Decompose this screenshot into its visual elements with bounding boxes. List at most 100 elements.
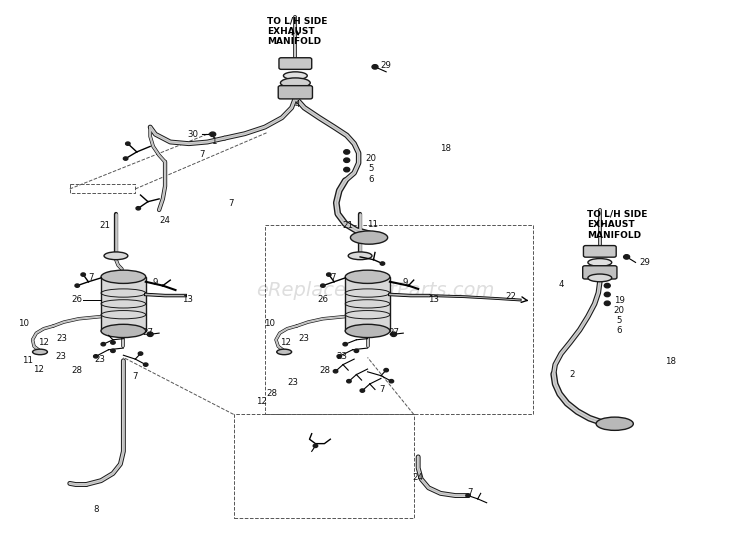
Ellipse shape bbox=[284, 72, 308, 80]
Circle shape bbox=[136, 206, 140, 210]
Ellipse shape bbox=[348, 252, 372, 259]
Text: 26: 26 bbox=[72, 296, 82, 305]
Circle shape bbox=[624, 254, 629, 259]
Circle shape bbox=[384, 368, 388, 372]
Text: 29: 29 bbox=[381, 61, 392, 70]
Circle shape bbox=[344, 158, 350, 162]
Circle shape bbox=[321, 284, 325, 287]
Text: 12: 12 bbox=[33, 364, 44, 373]
Text: 28: 28 bbox=[72, 365, 82, 374]
Circle shape bbox=[333, 369, 338, 373]
Ellipse shape bbox=[280, 78, 310, 88]
Text: 6: 6 bbox=[616, 326, 622, 335]
Ellipse shape bbox=[588, 274, 612, 282]
Text: 5: 5 bbox=[368, 164, 374, 173]
Text: 8: 8 bbox=[94, 506, 99, 514]
Bar bbox=[233, 415, 414, 518]
Circle shape bbox=[75, 284, 80, 287]
Text: 28: 28 bbox=[319, 365, 330, 374]
Text: 12: 12 bbox=[38, 338, 50, 347]
Text: TO L/H SIDE
EXHAUST
MANIFOLD: TO L/H SIDE EXHAUST MANIFOLD bbox=[587, 210, 647, 240]
Circle shape bbox=[138, 352, 142, 355]
Text: 23: 23 bbox=[94, 354, 105, 364]
Text: 4: 4 bbox=[558, 280, 564, 289]
Circle shape bbox=[125, 142, 130, 145]
Text: 29: 29 bbox=[639, 258, 650, 267]
Circle shape bbox=[326, 273, 331, 276]
Circle shape bbox=[391, 332, 397, 336]
Circle shape bbox=[346, 379, 351, 383]
Text: 7: 7 bbox=[200, 150, 205, 159]
Circle shape bbox=[337, 355, 341, 358]
Circle shape bbox=[380, 262, 385, 265]
Text: 10: 10 bbox=[264, 319, 274, 328]
Text: TO L/H SIDE
EXHAUST
MANIFOLD: TO L/H SIDE EXHAUST MANIFOLD bbox=[267, 17, 328, 46]
Circle shape bbox=[94, 355, 98, 358]
Text: 9: 9 bbox=[402, 278, 407, 287]
Text: 18: 18 bbox=[440, 143, 452, 152]
Text: 23: 23 bbox=[298, 334, 310, 343]
Text: 18: 18 bbox=[665, 357, 676, 367]
Text: 23: 23 bbox=[287, 378, 298, 387]
Circle shape bbox=[354, 349, 358, 353]
Ellipse shape bbox=[104, 252, 128, 259]
Circle shape bbox=[143, 363, 148, 366]
Text: 1: 1 bbox=[211, 137, 217, 147]
Ellipse shape bbox=[345, 324, 390, 338]
Text: 22: 22 bbox=[505, 292, 516, 301]
Bar bbox=[101, 277, 146, 331]
Text: 7: 7 bbox=[467, 488, 473, 497]
Bar bbox=[345, 277, 390, 331]
Ellipse shape bbox=[345, 270, 390, 283]
Text: 20: 20 bbox=[366, 154, 376, 163]
Text: 28: 28 bbox=[267, 389, 278, 398]
Text: 24: 24 bbox=[413, 473, 424, 482]
Text: 11: 11 bbox=[22, 356, 33, 365]
Text: 5: 5 bbox=[616, 316, 622, 325]
Text: 11: 11 bbox=[368, 220, 378, 229]
Text: 7: 7 bbox=[133, 372, 138, 381]
Text: 13: 13 bbox=[182, 296, 193, 305]
Ellipse shape bbox=[350, 231, 388, 244]
FancyBboxPatch shape bbox=[278, 85, 313, 99]
Text: 12: 12 bbox=[256, 397, 267, 406]
Circle shape bbox=[344, 167, 350, 172]
Text: 23: 23 bbox=[57, 334, 68, 343]
Ellipse shape bbox=[596, 417, 633, 430]
Circle shape bbox=[360, 389, 364, 392]
Ellipse shape bbox=[588, 258, 612, 266]
FancyBboxPatch shape bbox=[279, 57, 312, 69]
Circle shape bbox=[111, 341, 116, 344]
Circle shape bbox=[314, 444, 318, 448]
Circle shape bbox=[343, 343, 347, 346]
Text: 26: 26 bbox=[317, 296, 328, 305]
Text: 27: 27 bbox=[388, 328, 399, 337]
Text: 7: 7 bbox=[88, 273, 93, 282]
Text: 21: 21 bbox=[99, 221, 110, 230]
Circle shape bbox=[372, 65, 378, 69]
Circle shape bbox=[466, 494, 470, 497]
Ellipse shape bbox=[101, 270, 146, 283]
Text: 24: 24 bbox=[160, 216, 170, 225]
FancyBboxPatch shape bbox=[583, 266, 617, 279]
Circle shape bbox=[604, 292, 610, 297]
Circle shape bbox=[210, 132, 216, 137]
Text: 23: 23 bbox=[56, 352, 66, 361]
Text: 7: 7 bbox=[228, 199, 233, 208]
Bar bbox=[265, 225, 532, 415]
Ellipse shape bbox=[277, 349, 292, 355]
Text: 6: 6 bbox=[368, 175, 374, 184]
Ellipse shape bbox=[32, 349, 47, 355]
Text: 27: 27 bbox=[142, 328, 154, 337]
Circle shape bbox=[111, 349, 116, 353]
Text: 30: 30 bbox=[187, 130, 198, 139]
Text: 9: 9 bbox=[153, 278, 158, 287]
Circle shape bbox=[344, 150, 350, 154]
Text: 21: 21 bbox=[343, 221, 354, 230]
Text: 7: 7 bbox=[380, 385, 386, 394]
Text: 19: 19 bbox=[614, 296, 625, 305]
Text: 2: 2 bbox=[569, 369, 575, 378]
Text: 23: 23 bbox=[336, 352, 347, 361]
Text: 20: 20 bbox=[614, 306, 625, 315]
FancyBboxPatch shape bbox=[584, 246, 616, 257]
